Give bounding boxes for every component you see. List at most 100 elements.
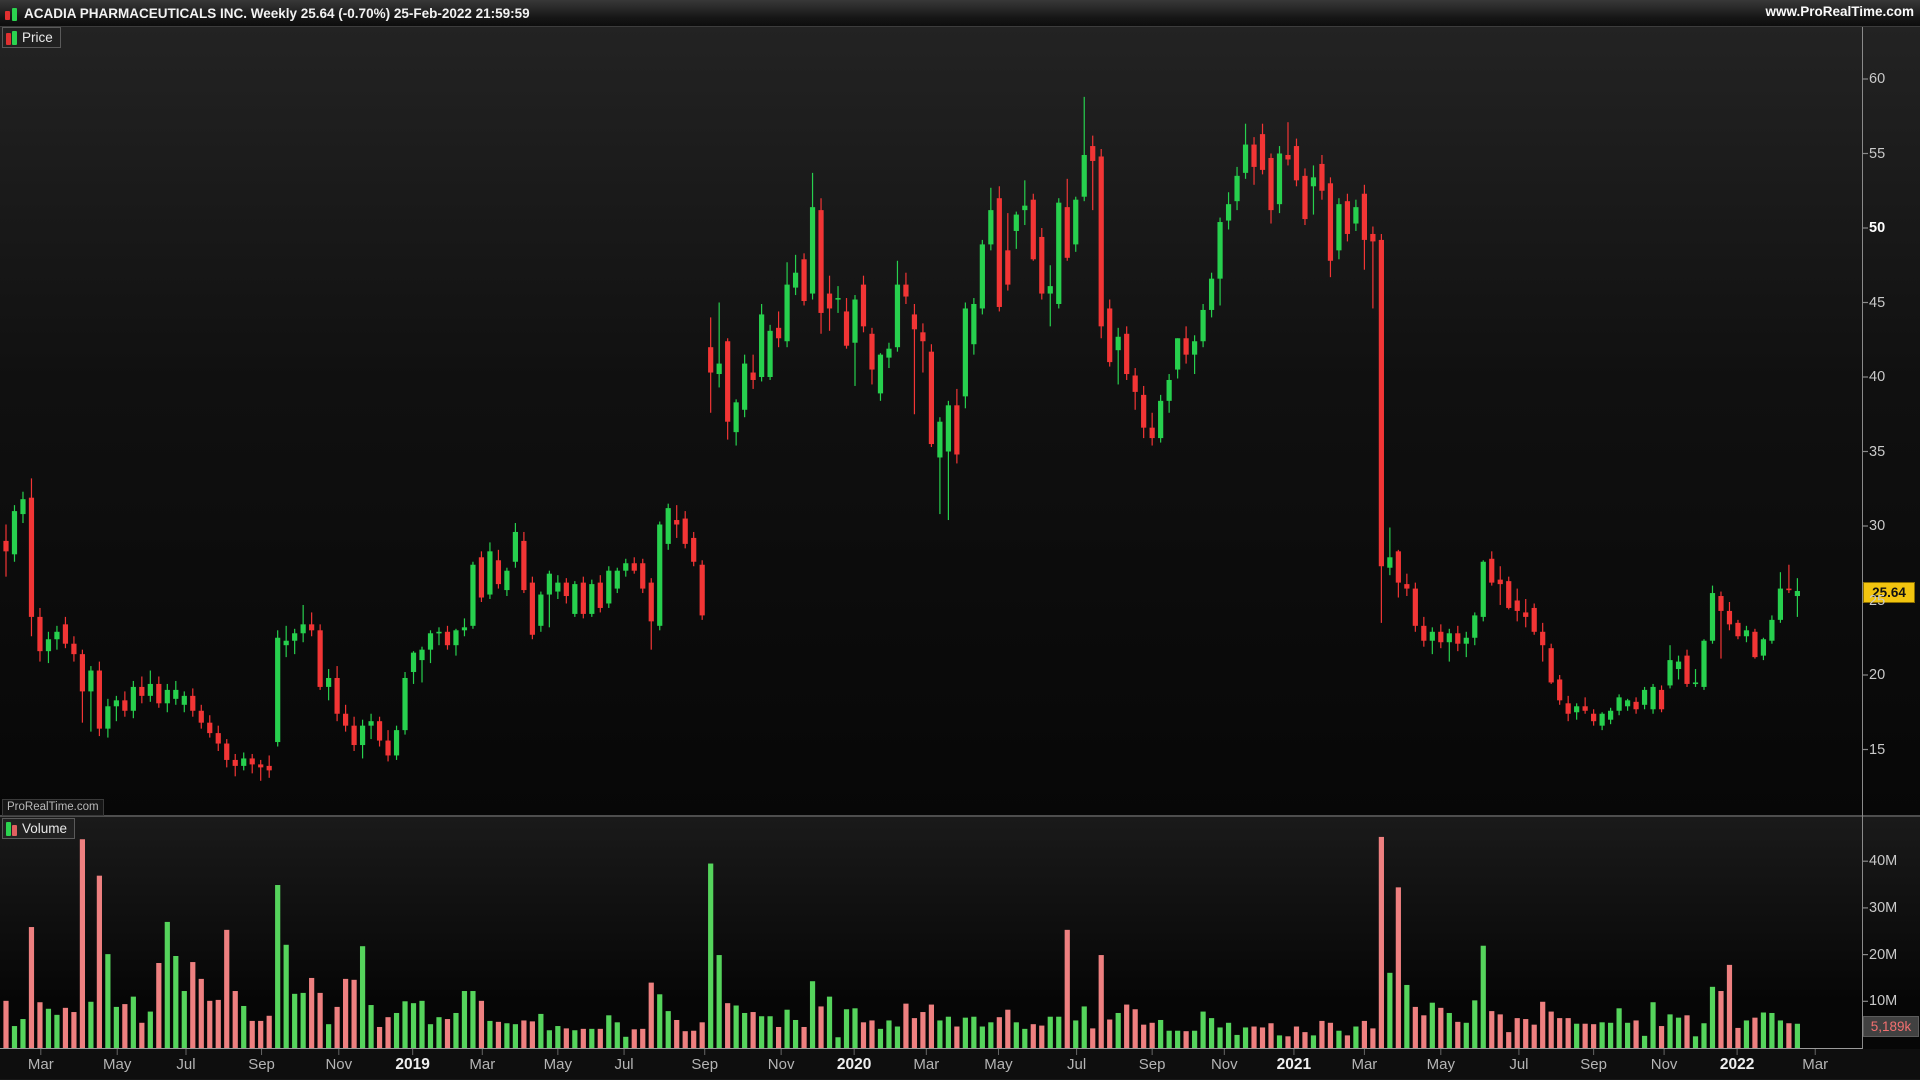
volume-bar bbox=[461, 991, 468, 1048]
volume-bar bbox=[1344, 1035, 1351, 1048]
volume-bar bbox=[164, 921, 170, 1048]
volume-bar bbox=[1777, 1020, 1784, 1048]
volume-bar bbox=[1472, 1000, 1478, 1048]
candle-body bbox=[1056, 202, 1062, 304]
date-axis-label: Nov bbox=[1210, 1056, 1238, 1073]
volume-bar bbox=[1039, 1025, 1045, 1048]
volume-bar bbox=[1531, 1024, 1537, 1048]
candle-body bbox=[809, 207, 816, 294]
candle-body bbox=[266, 765, 272, 771]
volume-legend[interactable]: Volume bbox=[2, 818, 76, 839]
volume-bar bbox=[835, 1037, 841, 1048]
candle-body bbox=[419, 649, 425, 661]
date-axis-label: May bbox=[1426, 1056, 1455, 1073]
candle-body bbox=[1158, 400, 1164, 439]
candle-body bbox=[283, 640, 289, 646]
volume-bar bbox=[1633, 1020, 1639, 1048]
volume-bar bbox=[359, 946, 366, 1048]
candle-body bbox=[105, 706, 111, 729]
date-axis-label: Sep bbox=[691, 1056, 719, 1073]
candle-body bbox=[71, 643, 77, 655]
volume-bar bbox=[1769, 1012, 1775, 1048]
volume-bar bbox=[1574, 1023, 1580, 1048]
date-axis-label: Jul bbox=[614, 1056, 634, 1073]
volume-bar bbox=[1709, 986, 1716, 1048]
date-axis-label: May bbox=[543, 1056, 573, 1073]
volume-bar bbox=[62, 1007, 69, 1048]
volume-bar bbox=[1548, 1011, 1554, 1048]
candle-body bbox=[843, 311, 850, 346]
candle-body bbox=[427, 633, 434, 650]
volume-bar bbox=[852, 1008, 858, 1048]
candle-body bbox=[334, 677, 340, 714]
candle-body bbox=[1650, 686, 1656, 710]
volume-bar bbox=[368, 1005, 374, 1048]
watermark: ProRealTime.com bbox=[2, 799, 104, 816]
website-link[interactable]: www.ProRealTime.com bbox=[1765, 4, 1914, 19]
candle-body bbox=[1200, 309, 1206, 342]
candle-body bbox=[1591, 713, 1597, 722]
volume-bar bbox=[504, 1023, 510, 1048]
candle-body bbox=[1658, 689, 1665, 710]
volume-bar bbox=[207, 1000, 213, 1048]
volume-bar bbox=[224, 929, 230, 1048]
volume-bar bbox=[869, 1020, 875, 1048]
volume-bar bbox=[903, 1003, 909, 1048]
volume-bar bbox=[1760, 1012, 1767, 1048]
volume-bar bbox=[988, 1022, 994, 1048]
date-axis-label: Sep bbox=[1580, 1056, 1607, 1073]
volume-bar bbox=[555, 1026, 561, 1048]
volume-bar bbox=[1506, 1032, 1512, 1048]
candle-body bbox=[156, 683, 162, 704]
volume-bar bbox=[1268, 1023, 1274, 1048]
candle-body bbox=[725, 341, 731, 422]
volume-bar bbox=[385, 1017, 391, 1048]
candle-body bbox=[1574, 706, 1580, 713]
volume-bar bbox=[147, 1011, 153, 1048]
volume-bar bbox=[139, 1022, 145, 1048]
volume-bar bbox=[716, 955, 722, 1048]
volume-bar bbox=[1540, 1001, 1546, 1048]
candle-body bbox=[1624, 700, 1631, 707]
candle-body bbox=[11, 511, 18, 555]
candle-body bbox=[181, 695, 187, 705]
volume-bar bbox=[190, 962, 196, 1048]
volume-bar bbox=[113, 1006, 119, 1048]
volume-bar bbox=[1735, 1027, 1741, 1048]
volume-bar bbox=[28, 927, 35, 1048]
candle-body bbox=[1667, 660, 1673, 686]
volume-bar bbox=[1251, 1026, 1257, 1048]
volume-bar bbox=[937, 1020, 943, 1048]
volume-bar bbox=[640, 1028, 646, 1048]
candle-body bbox=[368, 721, 374, 726]
candle-body bbox=[1421, 625, 1427, 641]
candle-body bbox=[606, 570, 612, 604]
candle-body bbox=[869, 333, 875, 370]
date-axis-label: Jul bbox=[176, 1056, 196, 1073]
date-axis-label: Sep bbox=[1138, 1056, 1166, 1073]
volume-bar bbox=[962, 1017, 968, 1048]
volume-bar bbox=[410, 1003, 417, 1048]
candle-body bbox=[232, 759, 238, 766]
candle-body bbox=[88, 670, 94, 692]
volume-bar bbox=[1557, 1018, 1563, 1048]
date-axis-label: 2022 bbox=[1719, 1056, 1755, 1073]
volume-bar bbox=[351, 979, 357, 1048]
candle-body bbox=[1489, 558, 1495, 583]
volume-bar bbox=[665, 1011, 671, 1048]
price-axis-label: 60 bbox=[1869, 71, 1886, 87]
candle-body bbox=[1641, 689, 1648, 705]
candle-body bbox=[1777, 588, 1784, 620]
candle-body bbox=[1378, 239, 1384, 567]
volume-bar bbox=[1183, 1031, 1189, 1048]
date-axis-label: Nov bbox=[1650, 1056, 1678, 1073]
volume-bar bbox=[521, 1020, 527, 1048]
volume-bar bbox=[37, 1002, 43, 1048]
price-legend[interactable]: Price bbox=[2, 27, 61, 48]
volume-bar bbox=[979, 1026, 985, 1048]
volume-bar bbox=[1455, 1021, 1461, 1048]
candle-body bbox=[665, 508, 671, 544]
volume-bar bbox=[708, 863, 714, 1048]
candle-body bbox=[631, 563, 637, 571]
